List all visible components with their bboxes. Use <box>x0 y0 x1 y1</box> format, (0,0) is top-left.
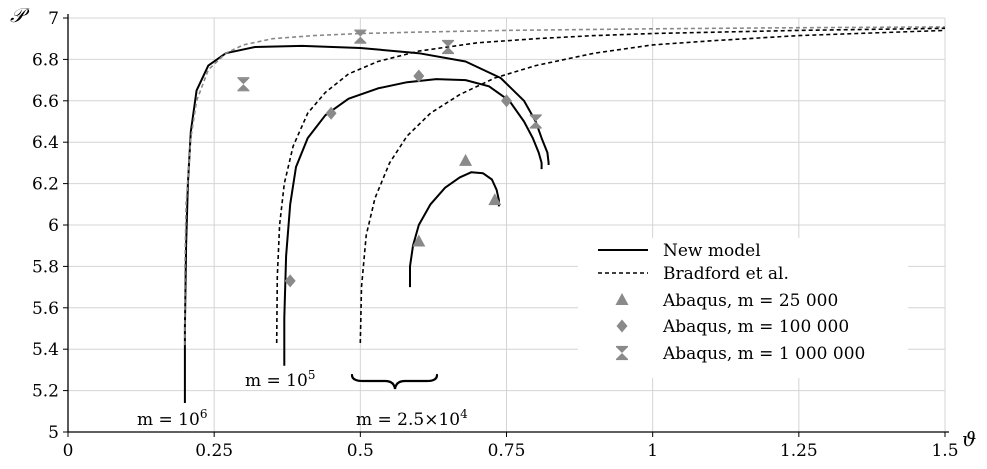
hourglass-top <box>529 115 542 122</box>
series-group <box>183 26 946 403</box>
marker-triangle <box>412 234 426 247</box>
y-tick-labels: 5 5.2 5.4 5.6 5.8 6 6.2 6.4 6.6 6.8 7 <box>32 9 59 443</box>
marker-hourglass <box>442 39 455 55</box>
legend-swatch-diamond <box>616 319 628 333</box>
x-tick-label: 0.75 <box>488 441 526 461</box>
x-tick-label: 0.25 <box>195 441 233 461</box>
y-tick-label: 5.6 <box>32 299 59 319</box>
legend: New model Bradford et al. Abaqus, m = 25 0… <box>578 238 908 378</box>
x-tick-label: 1.5 <box>931 441 958 461</box>
hourglass-bottom <box>529 121 542 128</box>
marker-hourglass <box>529 114 542 129</box>
marker-diamond <box>325 106 337 120</box>
marker-triangle <box>459 153 473 166</box>
hourglass-bottom <box>616 353 628 359</box>
hourglass-bottom <box>237 84 250 91</box>
y-tick-label: 6.6 <box>32 92 59 112</box>
y-tick-label: 5.2 <box>32 382 59 402</box>
legend-swatch-hourglass <box>616 345 628 361</box>
x-axis-label: ϑ <box>962 427 976 451</box>
annotation-m-2-5e4: m = 2.5×104 <box>356 407 468 430</box>
markers-group <box>237 29 542 288</box>
hourglass-top <box>237 78 250 85</box>
series-line-solid <box>283 78 543 366</box>
legend-swatch-triangle <box>615 293 629 305</box>
annotation-m-1e6: m = 106 <box>137 407 207 430</box>
y-tick-label: 6.4 <box>32 133 59 153</box>
legend-label: Abaqus, m = 100 000 <box>662 317 849 337</box>
series-line-solid <box>409 171 500 288</box>
series-line-dashed <box>359 29 946 344</box>
axes <box>63 14 949 437</box>
x-tick-label: 0.5 <box>347 441 374 461</box>
legend-label: Abaqus, m = 1 000 000 <box>662 344 865 364</box>
x-tick-label: 1.25 <box>780 441 818 461</box>
y-tick-label: 7 <box>48 9 59 29</box>
annotation-m-1e5: m = 105 <box>245 368 315 391</box>
series-line-dashed-gray <box>184 26 946 346</box>
hourglass-top <box>442 40 455 47</box>
legend-label: New model <box>663 241 761 261</box>
hourglass-top <box>616 347 628 353</box>
marker-diamond <box>284 274 296 288</box>
legend-label: Bradford et al. <box>663 264 789 284</box>
y-tick-label: 5.4 <box>32 340 59 360</box>
annotations-group: m = 106 m = 105 m = 2.5×104 <box>137 368 468 430</box>
x-tick-labels: 0 0.25 0.5 0.75 1 1.25 1.5 <box>63 441 959 461</box>
marker-hourglass <box>354 29 367 44</box>
y-tick-label: 6.8 <box>32 50 59 70</box>
y-axis-label: 𝒫 <box>10 3 30 27</box>
brace-annotation <box>350 373 439 390</box>
hourglass-top <box>354 30 367 37</box>
y-tick-label: 6.2 <box>32 175 59 195</box>
series-line-dashed <box>275 27 946 344</box>
y-tick-label: 5 <box>48 423 59 443</box>
marker-triangle <box>488 193 502 206</box>
marker-hourglass <box>237 77 250 92</box>
hourglass-bottom <box>354 36 367 43</box>
hourglass-bottom <box>442 46 455 53</box>
x-tick-label: 0 <box>63 441 74 461</box>
x-tick-label: 1 <box>647 441 658 461</box>
legend-box <box>578 238 908 378</box>
marker-diamond <box>413 69 425 83</box>
legend-label: Abaqus, m = 25 000 <box>662 291 838 311</box>
marker-diamond <box>501 94 512 108</box>
y-tick-label: 5.8 <box>32 257 59 277</box>
y-tick-label: 6 <box>48 216 59 236</box>
